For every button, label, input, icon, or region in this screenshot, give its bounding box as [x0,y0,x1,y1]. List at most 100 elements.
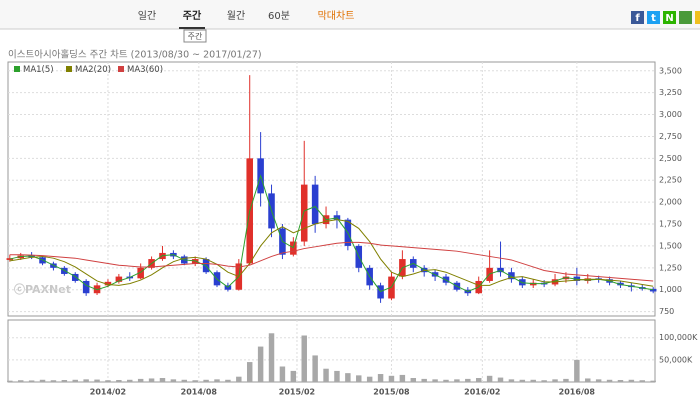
volume-bar [312,355,318,382]
volume-bar [225,379,231,382]
volume-bar [148,378,155,382]
volume-bar [83,379,89,382]
volume-bar [181,379,188,382]
volume-bar [50,380,57,382]
facebook-icon-label: f [635,13,640,24]
tab[interactable]: 일간 [138,10,156,22]
volume-bar [17,380,24,382]
legend-swatch [118,66,124,72]
volume-bar [61,380,68,382]
x-tick-label: 2016/02 [464,388,500,397]
x-tick-label: 2015/08 [373,388,410,397]
candle-body [311,184,319,225]
y-tick-label: 1,500 [659,241,682,250]
tab[interactable]: 60분 [268,10,290,22]
volume-bar [7,380,13,382]
ma-line [9,241,654,282]
twitter-icon[interactable] [647,11,660,24]
volume-bar [530,379,536,382]
volume-bar [279,366,286,382]
x-tick-label: 2016/08 [559,388,596,397]
candle-body [649,288,657,292]
candle-body [104,281,112,286]
volume-bar [192,380,198,382]
volume-bar [585,378,591,382]
watermark: ⓒPAXNet [14,282,71,296]
volume-bar [563,378,569,382]
x-tick-label: 2015/02 [279,388,315,397]
volume-bar [595,379,602,382]
tooltip: 주간 [188,31,203,41]
volume-bar [72,379,78,382]
y-tick-label: 3,250 [659,88,682,97]
band-icon[interactable] [679,11,692,24]
tooltip-box [183,29,207,43]
price-frame [7,61,656,317]
volume-bar [203,379,209,382]
tabs: 일간 주간 월간 60분 막대차트 [138,9,355,29]
volume-bar [257,346,264,382]
ma-line [9,219,654,287]
volume-bar [574,359,580,382]
volume-bar [639,380,646,382]
volume-bar [497,377,504,382]
y-tick-label: 1,250 [659,263,682,272]
legend-label: MA1(5) [23,65,54,75]
chart-title: 이스트아시아홀딩스 주간 차트 (2013/08/30 ~ 2017/01/27… [8,49,262,61]
volume-bar [519,379,526,382]
y-tick-label: 2,000 [659,198,682,207]
y-tick-label: 750 [659,307,674,316]
legend-label: MA3(60) [127,65,163,75]
volume-bar [377,374,384,382]
volume-bar [323,368,329,382]
volume-bar [268,333,275,382]
tab-bar [0,0,700,29]
candle-body [71,273,79,281]
volume-bar [388,375,395,382]
kakao-icon[interactable] [695,11,700,24]
candle-body [300,184,308,242]
share-icons: f t N [631,11,700,24]
volume-bar [486,375,493,382]
y-tick-label: 50,000K [659,355,693,364]
volume-bar [606,379,613,382]
tab[interactable]: 막대차트 [318,10,355,22]
volume-frame [7,319,656,383]
volume-bar [399,374,406,382]
volume-bar [617,380,624,382]
y-tick-label: 3,500 [659,66,682,75]
y-tick-label: 3,000 [659,110,682,119]
x-tick-label: 2014/02 [90,388,126,397]
y-tick-label: 2,250 [659,176,682,185]
twitter-icon-label: t [651,13,656,24]
y-tick-label: 2,500 [659,154,682,163]
volume-bar [290,370,297,382]
volume-bar [137,378,144,382]
volume-bar [432,379,438,382]
legend-label: MA2(20) [75,65,111,75]
tab[interactable]: 주간 [183,9,202,22]
volume-bar [475,378,482,382]
candle-body [115,276,123,282]
volume-bar [628,379,635,382]
volume-bar [94,379,100,382]
candle-body [508,272,515,280]
volume-bar [127,379,133,382]
candle-body [82,280,90,294]
volume-bar [345,373,351,382]
volume-bar [421,378,427,382]
tab[interactable]: 월간 [227,10,245,22]
volume-bar [541,380,547,382]
volume-bar [214,379,220,382]
volume-bar [552,379,558,382]
legend-swatch [66,66,72,72]
volume-bar [170,379,177,382]
volume-bar [454,379,460,382]
facebook-icon[interactable] [631,11,644,24]
y-tick-label: 1,750 [659,220,682,229]
naver-icon[interactable] [663,11,676,24]
volume-bar [334,370,340,382]
y-tick-label: 100,000K [659,333,698,342]
ma-line [9,174,654,293]
